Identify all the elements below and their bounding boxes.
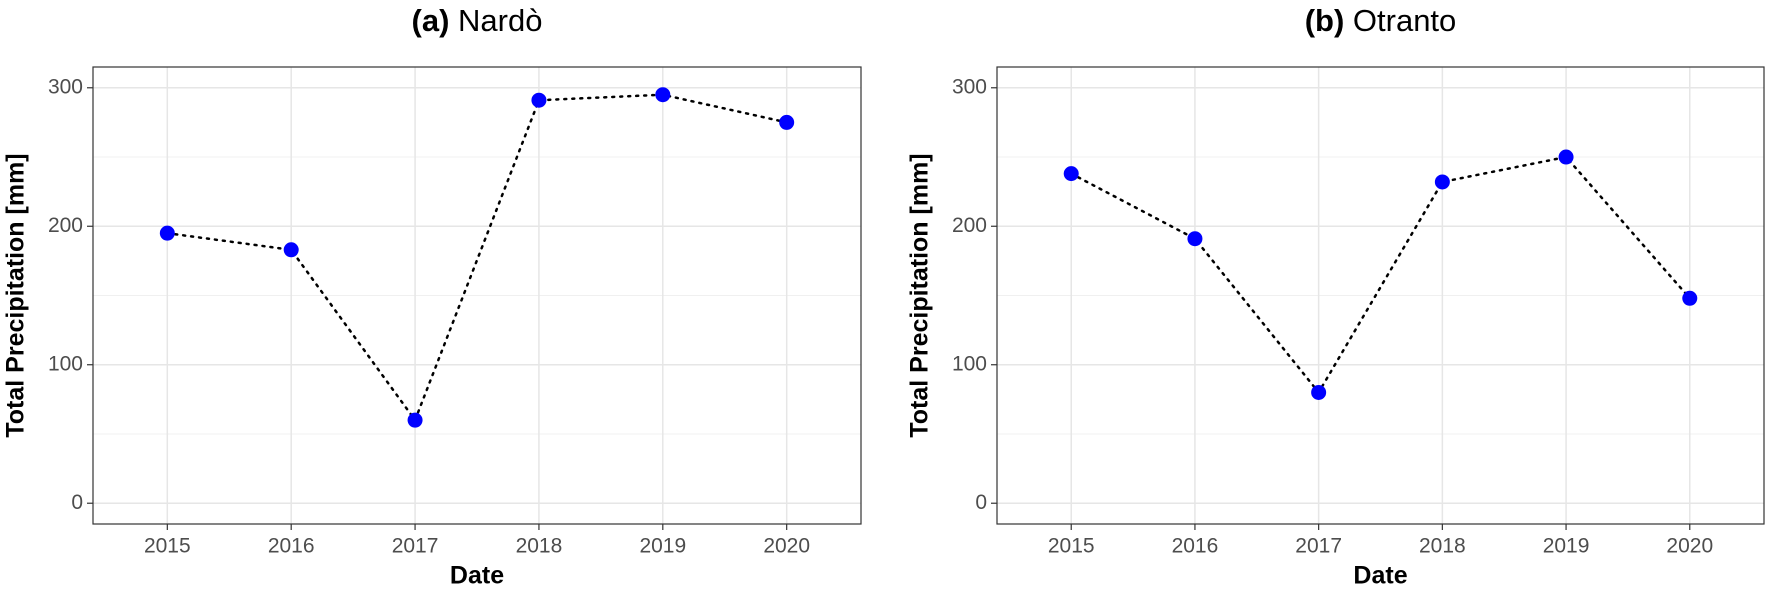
data-point <box>779 114 795 130</box>
y-tick-label: 100 <box>952 352 987 375</box>
x-tick-label: 2020 <box>763 535 810 558</box>
x-axis-title: Date <box>1353 562 1407 590</box>
y-tick-label: 0 <box>71 491 83 514</box>
title-text: Otranto <box>1353 3 1456 38</box>
data-point <box>1558 149 1574 165</box>
data-point <box>1682 290 1698 306</box>
title-text: Nardò <box>458 3 542 38</box>
data-line <box>1069 155 1692 395</box>
data-point <box>1063 166 1079 182</box>
x-tick-label: 2018 <box>516 535 563 558</box>
x-tick-label: 2016 <box>268 535 315 558</box>
y-axis-title: Total Precipitation [mm] <box>2 153 30 437</box>
data-point <box>159 225 175 241</box>
x-tick-label: 2015 <box>144 535 191 558</box>
y-tick-label: 200 <box>48 214 83 237</box>
x-axis-title: Date <box>450 562 504 590</box>
panel-label: (b) <box>1305 3 1345 38</box>
data-point <box>407 412 423 428</box>
chart-title: (a) Nardò <box>412 3 543 38</box>
plot-border <box>996 66 1765 525</box>
x-tick-label: 2019 <box>639 535 686 558</box>
data-line <box>166 93 788 423</box>
panel-label: (a) <box>412 3 450 38</box>
data-point <box>531 92 547 108</box>
y-tick-label: 300 <box>952 75 987 98</box>
x-tick-label: 2016 <box>1172 535 1219 558</box>
plot-border <box>92 66 862 525</box>
x-tick-label: 2020 <box>1666 535 1713 558</box>
y-tick-label: 200 <box>952 214 987 237</box>
x-tick-label: 2018 <box>1419 535 1466 558</box>
data-point <box>1434 174 1450 190</box>
data-point <box>283 242 299 258</box>
x-tick-label: 2017 <box>1295 535 1342 558</box>
y-axis-title: Total Precipitation [mm] <box>906 153 934 437</box>
x-tick-label: 2019 <box>1543 535 1590 558</box>
chart-title: (b) Otranto <box>1305 3 1457 38</box>
y-tick-label: 100 <box>48 352 83 375</box>
data-point <box>1187 231 1203 247</box>
data-point <box>655 87 671 103</box>
x-tick-label: 2015 <box>1048 535 1095 558</box>
y-tick-label: 0 <box>975 491 987 514</box>
x-tick-label: 2017 <box>392 535 439 558</box>
data-point <box>1311 384 1327 400</box>
y-tick-label: 300 <box>48 75 83 98</box>
